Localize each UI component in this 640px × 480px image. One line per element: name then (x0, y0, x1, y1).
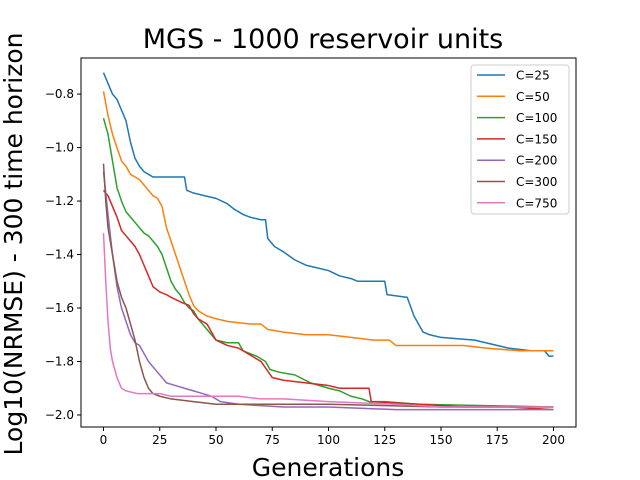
legend-label-c-300: C=300 (516, 175, 557, 189)
x-axis-label: Generations (252, 453, 405, 480)
legend: C=25 C=50 C=100 C=150 C=200 C=300 C=750 (470, 64, 570, 215)
y-tick-label: −0.8 (45, 87, 74, 101)
y-tick-label: −1.2 (45, 194, 74, 208)
x-tick-label: 125 (373, 433, 396, 447)
legend-box (470, 64, 570, 215)
y-tick-label: −1.8 (45, 354, 74, 368)
series-line-c-50 (102, 91, 554, 352)
x-axis: 0 25 50 75 100 125 150 175 200 (100, 427, 565, 447)
series-line-c-300 (102, 163, 554, 408)
series-line-c-200 (102, 171, 554, 411)
y-tick-label: −1.6 (45, 301, 74, 315)
legend-label-c-750: C=750 (516, 196, 557, 210)
y-tick-label: −1.0 (45, 141, 74, 155)
legend-label-c-150: C=150 (516, 132, 557, 146)
legend-label-c-100: C=100 (516, 111, 557, 125)
x-tick-label: 75 (265, 433, 280, 447)
series-line-c-150 (102, 189, 554, 411)
x-tick-label: 0 (100, 433, 108, 447)
x-tick-label: 100 (317, 433, 340, 447)
y-tick-label: −1.4 (45, 248, 74, 262)
x-tick-label: 150 (430, 433, 453, 447)
x-tick-label: 175 (486, 433, 509, 447)
y-axis-label: Log10(NRMSE) - 300 time horizon (0, 33, 28, 456)
series-line-c-25 (102, 72, 554, 357)
series-line-c-100 (102, 117, 554, 408)
chart-title: MGS - 1000 reservoir units (143, 24, 504, 55)
series-line-c-750 (102, 233, 554, 408)
x-tick-label: 50 (208, 433, 223, 447)
legend-label-c-25: C=25 (516, 69, 550, 83)
plot-area (102, 72, 554, 411)
y-axis: −2.0 −1.8 −1.6 −1.4 −1.2 −1.0 −0.8 (45, 87, 81, 422)
x-tick-label: 200 (542, 433, 565, 447)
x-tick-label: 25 (152, 433, 167, 447)
y-tick-label: −2.0 (45, 408, 74, 422)
legend-label-c-200: C=200 (516, 154, 557, 168)
legend-label-c-50: C=50 (516, 90, 550, 104)
